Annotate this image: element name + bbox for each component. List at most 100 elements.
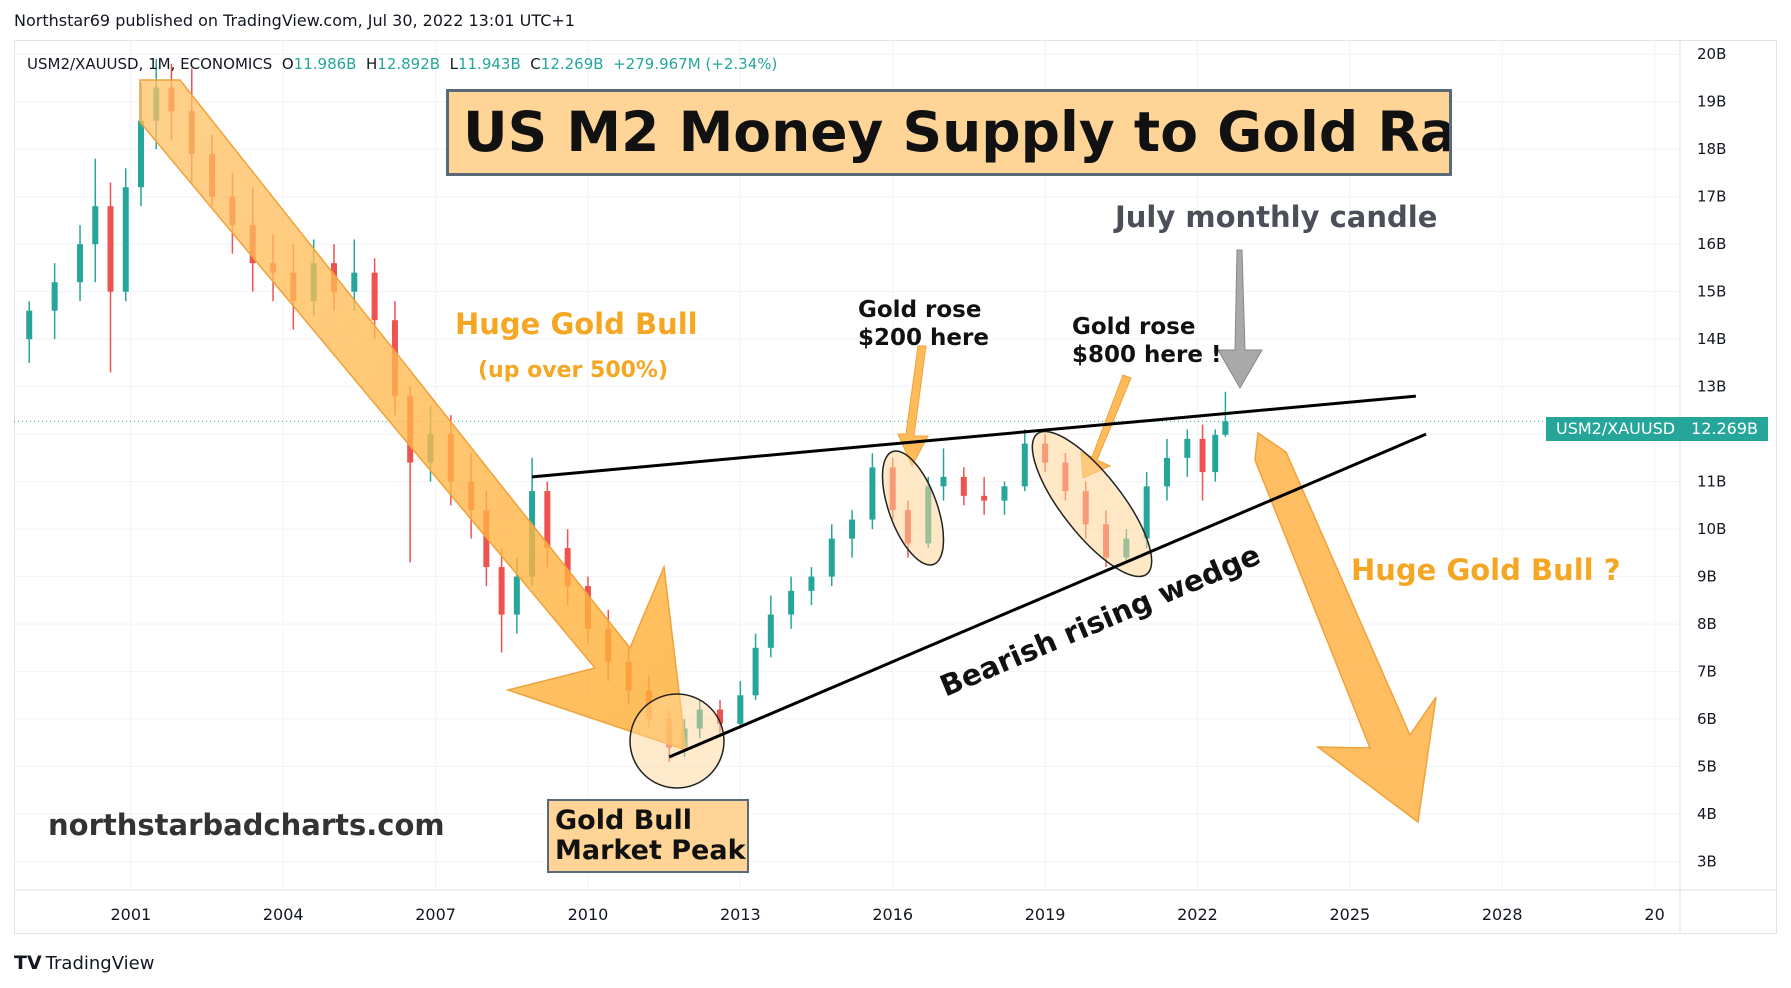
- y-tick-label: 14B: [1697, 330, 1726, 348]
- legend-close-value: 12.269B: [540, 55, 604, 73]
- candle-body: [828, 538, 835, 577]
- trendline-wedge-upper: [531, 394, 1417, 479]
- candle-body: [1222, 421, 1229, 435]
- legend-open-label: O: [281, 55, 294, 73]
- y-tick-label: 19B: [1697, 93, 1726, 111]
- x-tick-label: 2007: [415, 905, 456, 924]
- price-tag-value: 12.269B: [1691, 419, 1758, 438]
- candle-body: [737, 695, 744, 724]
- legend-high-value: 12.892B: [377, 55, 441, 73]
- y-tick-label: 8B: [1697, 615, 1717, 633]
- july-arrow: [1217, 249, 1263, 389]
- y-tick-label: 20B: [1697, 45, 1726, 63]
- candle-body: [981, 495, 988, 501]
- candle-body: [717, 709, 724, 724]
- gold-rose-200-line1: Gold rose: [858, 297, 982, 323]
- candle-body: [808, 576, 815, 591]
- candle-body: [767, 614, 774, 648]
- grid-lines: [14, 40, 1680, 890]
- gold200-arrow: [897, 345, 929, 468]
- x-tick-label: 2028: [1482, 905, 1523, 924]
- y-tick-label: 5B: [1697, 758, 1717, 776]
- y-tick-label: 16B: [1697, 235, 1726, 253]
- gold-rose-800-label: Gold rose $800 here !: [1072, 313, 1221, 369]
- x-tick-label: 2019: [1025, 905, 1066, 924]
- candle-body: [498, 567, 505, 615]
- big-down-arrow: [139, 79, 687, 752]
- ohlc-legend: USM2/XAUUSD, 1M, ECONOMICS O11.986B H12.…: [27, 55, 777, 73]
- legend-low-label: L: [449, 55, 458, 73]
- tradingview-logo[interactable]: TV TradingView: [14, 952, 154, 974]
- x-tick-label: 2001: [110, 905, 151, 924]
- future-down-arrow: [1254, 431, 1437, 824]
- candle-body: [107, 206, 114, 292]
- tradingview-logo-icon: TV: [14, 952, 42, 974]
- legend-symbol: USM2/XAUUSD, 1M, ECONOMICS: [27, 55, 273, 73]
- y-tick-label: 10B: [1697, 520, 1726, 538]
- chart-frame[interactable]: [14, 40, 1777, 934]
- x-tick-label: 2025: [1329, 905, 1370, 924]
- candle-body: [869, 467, 876, 520]
- candle-body: [960, 476, 967, 496]
- candle-body: [51, 282, 58, 311]
- legend-close-label: C: [530, 55, 541, 73]
- up-500-label: (up over 500%): [478, 358, 669, 383]
- candle-body: [26, 310, 33, 340]
- y-tick-label: 18B: [1697, 140, 1726, 158]
- gold-rose-800-line2: $800 here !: [1072, 342, 1222, 368]
- y-axis: 20B19B18B17B16B15B14B13B12B11B10B9B8B7B6…: [1679, 40, 1726, 934]
- candle-body: [1001, 486, 1008, 501]
- candle-body: [513, 576, 520, 615]
- highlight-peak: [629, 693, 725, 789]
- candle-body: [544, 491, 551, 549]
- wedge-trendlines: [531, 394, 1427, 759]
- candle-body: [1163, 457, 1170, 487]
- x-tick-label: 2004: [263, 905, 304, 924]
- candle-body: [564, 548, 571, 587]
- huge-gold-bull-label: Huge Gold Bull: [455, 307, 698, 341]
- gold-bull-peak-box: Gold Bull Market Peak: [547, 799, 749, 873]
- legend-change: +279.967M (+2.34%): [613, 55, 778, 73]
- x-tick-label: 20: [1644, 905, 1664, 924]
- candle-body: [1212, 434, 1219, 473]
- y-tick-label: 4B: [1697, 805, 1717, 823]
- y-tick-label: 7B: [1697, 663, 1717, 681]
- x-tick-label: 2010: [568, 905, 609, 924]
- y-tick-label: 6B: [1697, 710, 1717, 728]
- candle-body: [940, 476, 947, 487]
- candle-body: [788, 590, 795, 615]
- july-candle-label: July monthly candle: [1115, 200, 1438, 234]
- candle-body: [92, 206, 99, 245]
- price-tag-symbol: USM2/XAUUSD: [1556, 419, 1676, 438]
- x-tick-label: 2022: [1177, 905, 1218, 924]
- tradingview-brand: TradingView: [45, 953, 155, 974]
- y-tick-label: 17B: [1697, 188, 1726, 206]
- y-tick-label: 3B: [1697, 853, 1717, 871]
- last-price-tag: USM2/XAUUSD 12.269B: [1546, 417, 1768, 441]
- publish-line: Northstar69 published on TradingView.com…: [14, 11, 575, 30]
- candle-body: [1143, 486, 1150, 539]
- x-axis: 2001 2004 2007 2010 2013 2016 2019 2022 2025 2028…: [14, 889, 1777, 924]
- candle-body: [1184, 438, 1191, 458]
- candle-body: [137, 120, 144, 188]
- x-tick-label: 2013: [720, 905, 761, 924]
- peak-line2: Market Peak: [555, 835, 746, 866]
- peak-line1: Gold Bull: [555, 805, 693, 836]
- candle-body: [1021, 443, 1028, 487]
- y-tick-label: 9B: [1697, 568, 1717, 586]
- legend-low-value: 11.943B: [457, 55, 521, 73]
- highlight-2019: [1031, 430, 1153, 578]
- gold-rose-200-line2: $200 here: [858, 325, 989, 351]
- y-tick-label: 11B: [1697, 473, 1726, 491]
- candle-body: [122, 187, 129, 292]
- candle-body: [77, 244, 84, 283]
- trendline-wedge-lower: [668, 432, 1427, 759]
- legend-open-value: 11.986B: [293, 55, 357, 73]
- y-tick-label: 13B: [1697, 378, 1726, 396]
- highlight-2016: [881, 450, 945, 566]
- candle-body: [351, 272, 358, 292]
- candle-body: [849, 519, 856, 539]
- legend-high-label: H: [366, 55, 378, 73]
- gold-rose-200-label: Gold rose $200 here: [858, 296, 989, 352]
